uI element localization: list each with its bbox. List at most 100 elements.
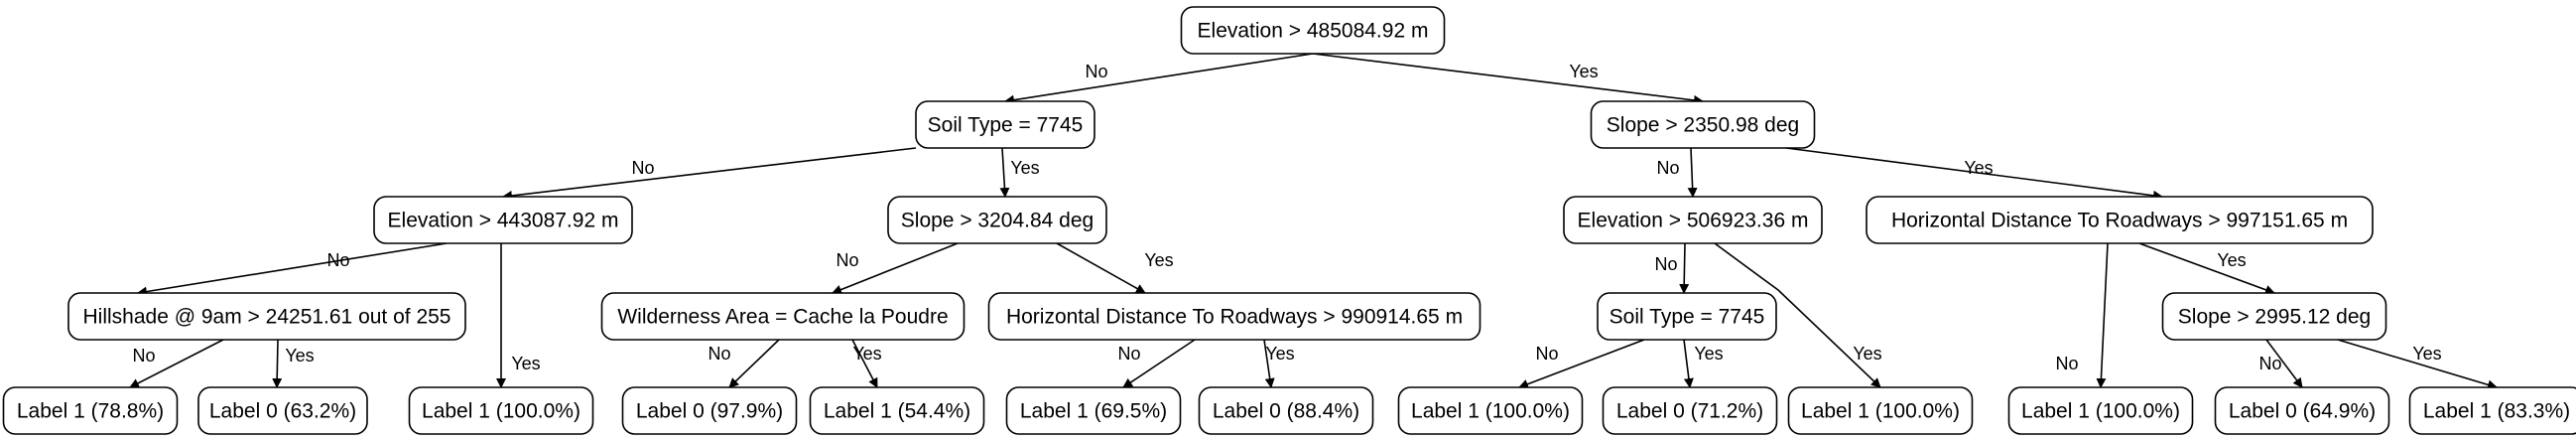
- edge-arrow: [851, 339, 878, 388]
- node-label: Label 0 (64.9%): [2229, 400, 2376, 423]
- node-box: [809, 386, 985, 435]
- node-box: [1602, 386, 1778, 435]
- edge-layer: No Yes No Yes No Yes No Yes No Yes No Yes No Yes No Yes…: [129, 53, 2498, 390]
- edge-n_elev3-to-n_soil2: No: [1654, 242, 1690, 294]
- edge-arrow: [1004, 53, 1314, 105]
- edge-n_soil2-to-l9: Yes: [1683, 339, 1724, 388]
- edge-n_soil2-to-l8: No: [1518, 339, 1645, 389]
- node-box: [1597, 292, 1777, 341]
- node-label: Label 0 (88.4%): [1213, 400, 1359, 423]
- edge-label: No: [326, 250, 349, 270]
- node-box: [1198, 386, 1374, 435]
- node-label: Wilderness Area = Cache la Poudre: [617, 306, 948, 329]
- edge-arrow: [137, 242, 448, 297]
- node-box: [2007, 386, 2194, 435]
- edge-label: Yes: [285, 346, 314, 366]
- edge-arrow: [1056, 242, 1146, 294]
- leaf-node-l13: Label 1 (83.3%): [2408, 386, 2576, 435]
- edge-arrow: [1122, 339, 1196, 388]
- edge-arrow: [832, 242, 959, 295]
- edge-label: No: [631, 158, 654, 178]
- leaf-node-l2: Label 0 (63.2%): [197, 386, 368, 435]
- edge-n_hill-to-l1: No: [129, 339, 224, 388]
- edge-label: No: [1117, 344, 1140, 364]
- node-label: Slope > 2350.98 deg: [1607, 114, 1799, 137]
- decision-node-n_hdr1: Horizontal Distance To Roadways > 997151…: [1866, 196, 2374, 244]
- decision-node-n_hdr2: Horizontal Distance To Roadways > 990914…: [987, 292, 1481, 341]
- leaf-node-l3: Label 1 (100.0%): [408, 386, 594, 435]
- edge-label: Yes: [1964, 158, 1993, 178]
- leaf-node-l7: Label 0 (88.4%): [1198, 386, 1374, 435]
- node-box: [2214, 386, 2390, 435]
- edge-n_elev3-to-l10: Yes: [1714, 242, 1882, 388]
- leaf-node-l9: Label 0 (71.2%): [1602, 386, 1778, 435]
- node-box: [1563, 196, 1823, 244]
- edge-label: Yes: [852, 344, 881, 364]
- node-box: [887, 196, 1107, 244]
- edge-label: Yes: [1265, 344, 1294, 364]
- edge-arrow: [2096, 242, 2109, 388]
- decision-node-n_soil1: Soil Type = 7745: [915, 100, 1095, 149]
- node-box: [2161, 292, 2387, 341]
- edge-arrow: [2337, 339, 2498, 390]
- leaf-node-l5: Label 1 (54.4%): [809, 386, 985, 435]
- edge-label: No: [1656, 158, 1679, 178]
- node-label: Elevation > 485084.92 m: [1198, 20, 1429, 43]
- node-label: Horizontal Distance To Roadways > 997151…: [1891, 210, 2348, 232]
- edge-root-to-n_soil1: No: [1004, 53, 1314, 105]
- edge-n_slope2-to-n_hdr2: Yes: [1056, 242, 1174, 294]
- edge-label: No: [2055, 354, 2078, 373]
- leaf-node-l10: Label 1 (100.0%): [1787, 386, 1974, 435]
- decision-node-root: Elevation > 485084.92 m: [1180, 6, 1446, 55]
- decision-node-n_elev2: Elevation > 443087.92 m: [373, 196, 633, 244]
- edge-label: No: [836, 250, 858, 270]
- leaf-node-l4: Label 0 (97.9%): [621, 386, 798, 435]
- leaf-node-l11: Label 1 (100.0%): [2007, 386, 2194, 435]
- edge-arrow: [129, 339, 224, 388]
- node-label: Label 0 (63.2%): [209, 400, 356, 423]
- decision-node-n_slope1: Slope > 2350.98 deg: [1590, 100, 1816, 149]
- edge-label: Yes: [1853, 344, 1881, 364]
- decision-node-n_slope2: Slope > 3204.84 deg: [887, 196, 1107, 244]
- edge-arrow: [2138, 242, 2275, 295]
- edge-n_hdr2-to-l6: No: [1117, 339, 1196, 388]
- edge-label: No: [1654, 254, 1677, 274]
- edge-label: Yes: [511, 354, 540, 373]
- edge-label: Yes: [1569, 62, 1598, 81]
- node-label: Label 0 (97.9%): [636, 400, 783, 423]
- edge-arrow: [1714, 242, 1881, 388]
- edge-n_slope2-to-n_wild: No: [832, 242, 959, 295]
- leaf-node-l6: Label 1 (69.5%): [1005, 386, 1182, 435]
- node-label: Label 1 (100.0%): [1411, 400, 1570, 423]
- decision-node-n_hill: Hillshade @ 9am > 24251.61 out of 255: [67, 292, 466, 341]
- node-box: [2, 386, 179, 435]
- node-box: [197, 386, 368, 435]
- edge-n_elev2-to-l3: Yes: [496, 243, 541, 388]
- edge-n_wild-to-l5: Yes: [851, 339, 882, 388]
- edge-root-to-n_slope1: Yes: [1312, 53, 1704, 105]
- edge-n_elev2-to-n_hill: No: [137, 242, 448, 297]
- edge-n_hdr1-to-l11: No: [2055, 242, 2109, 388]
- node-label: Label 1 (100.0%): [422, 400, 580, 423]
- decision-node-n_slope3: Slope > 2995.12 deg: [2161, 292, 2387, 341]
- edge-label: No: [2258, 354, 2281, 373]
- node-label: Soil Type = 7745: [1610, 306, 1765, 329]
- leaf-node-l12: Label 0 (64.9%): [2214, 386, 2390, 435]
- edge-label: Yes: [1144, 250, 1173, 270]
- edge-arrow: [1683, 339, 1694, 388]
- edge-label: No: [132, 346, 155, 366]
- edge-label: No: [1535, 344, 1558, 364]
- node-label: Label 1 (100.0%): [1801, 400, 1960, 423]
- edge-arrow: [1312, 53, 1704, 105]
- edge-n_hill-to-l2: Yes: [272, 339, 315, 388]
- edge-arrow: [272, 339, 283, 388]
- edge-label: Yes: [2217, 250, 2246, 270]
- node-layer: Elevation > 485084.92 m Soil Type = 7745 S…: [2, 6, 2576, 435]
- edge-label: Yes: [1694, 344, 1723, 364]
- edge-label: Yes: [1010, 158, 1039, 178]
- node-label: Soil Type = 7745: [928, 114, 1084, 137]
- edge-arrow: [1679, 242, 1690, 294]
- node-box: [408, 386, 594, 435]
- node-label: Label 1 (78.8%): [17, 400, 164, 423]
